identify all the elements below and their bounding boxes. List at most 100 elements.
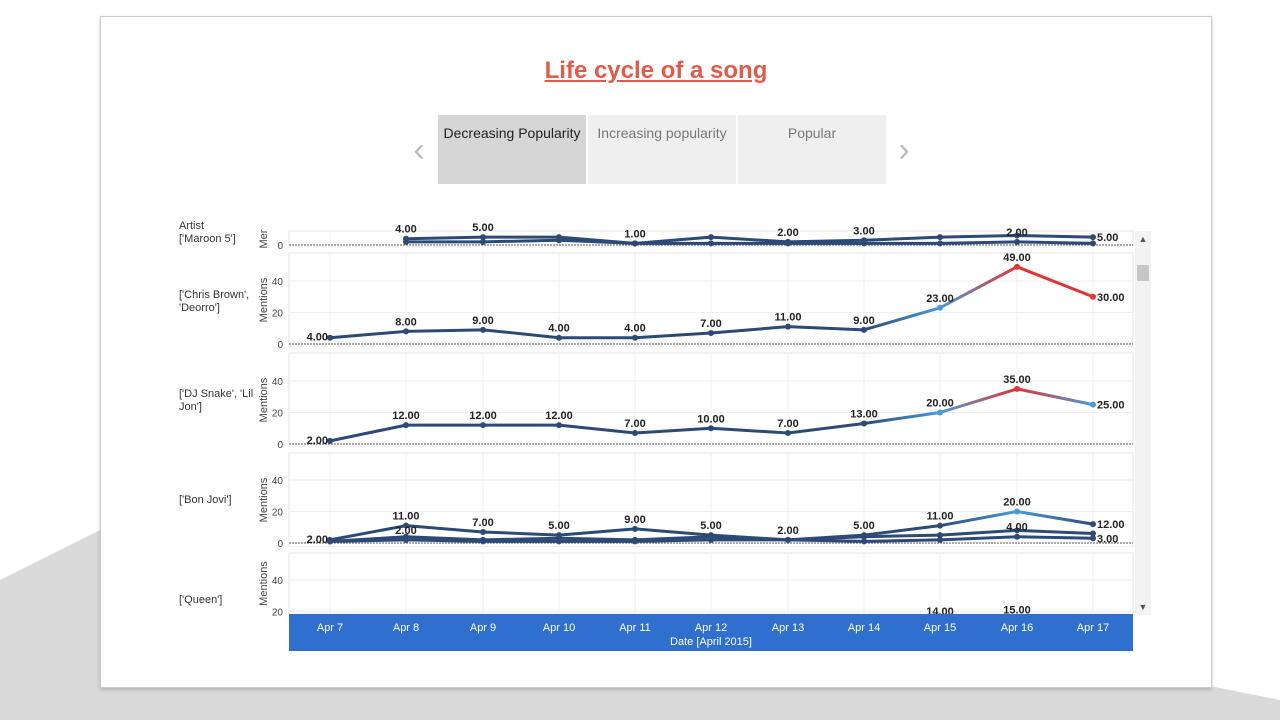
data-label: 2.00 [777, 525, 798, 537]
series-segment [1015, 535, 1095, 540]
series-segment [862, 306, 942, 332]
data-label: 12.00 [469, 410, 497, 422]
chevron-left-icon[interactable]: ‹ [413, 131, 425, 169]
panel-2: 2.00 12.00 12.00 12.00 7.00 10.00 7.00 13.00 20.… [288, 352, 1134, 447]
data-label: 35.00 [1003, 374, 1031, 386]
data-point[interactable] [1090, 234, 1096, 241]
data-label: 4.00 [624, 323, 645, 335]
data-point[interactable] [1090, 293, 1096, 300]
data-label: 11.00 [775, 312, 802, 324]
series-segment [404, 235, 485, 241]
series-segment [633, 331, 713, 340]
data-label: 11.00 [393, 511, 420, 523]
series-segment [481, 536, 561, 542]
panel-label-dj-snake: ['DJ Snake', 'Lil Jon'] [179, 388, 254, 413]
story-tabs: Decreasing Popularity Increasing popular… [438, 115, 888, 184]
data-label: 23.00 [926, 293, 954, 305]
scroll-thumb[interactable] [1137, 265, 1149, 281]
series-segment [938, 234, 1019, 239]
data-point[interactable] [1090, 530, 1096, 537]
series-segment [1015, 234, 1095, 239]
panel-1: 4.00 8.00 9.00 4.00 4.00 7.00 11.00 9.00 23.00 49… [288, 252, 1134, 347]
data-point[interactable] [1090, 521, 1096, 528]
series-segment [481, 238, 561, 244]
chevron-right-icon[interactable]: › [898, 131, 910, 169]
data-label: 20.00 [926, 398, 954, 410]
series-segment [938, 528, 1019, 537]
data-point[interactable] [1090, 535, 1096, 542]
x-tick-label: Apr 10 [542, 622, 576, 634]
caret-down-icon[interactable]: ▼ [1138, 602, 1148, 612]
data-label: 7.00 [472, 517, 493, 529]
data-label: 5.00 [472, 222, 493, 234]
data-label: 7.00 [700, 318, 721, 330]
series-segment [328, 329, 408, 340]
series-segment [786, 325, 866, 332]
y-tick-label: 0 [277, 340, 283, 351]
y-tick-label: 40 [272, 277, 284, 288]
data-label: 5.00 [548, 520, 569, 532]
series-segment [786, 538, 866, 543]
data-label: 7.00 [777, 418, 798, 430]
y-tick-label: 0 [277, 539, 283, 550]
series-segment [938, 240, 1019, 245]
y-tick-label: 20 [272, 309, 284, 320]
x-tick-label: Apr 12 [694, 622, 728, 634]
data-label: 7.00 [624, 418, 645, 430]
artist-column-header: Artist [179, 220, 205, 232]
series-segment [938, 387, 1019, 414]
series-segment [862, 524, 942, 537]
data-label: 12.00 [392, 410, 420, 422]
series-segment [862, 533, 942, 539]
x-tick-label: Apr 9 [469, 622, 497, 634]
x-tick-label: Apr 8 [392, 622, 420, 634]
data-label: 2.00 [1006, 227, 1027, 239]
panel-0: 4.00 5.00 1.00 2.00 3.00 5.00 2.00 [288, 222, 1134, 247]
x-axis-bar: Date [April 2015] Apr 7 Apr 8 Apr 9 Apr 10 A… [289, 614, 1133, 651]
y-axis-label: Mentions [258, 377, 270, 422]
y-axis-label: Mentions [258, 561, 270, 606]
tab-popular[interactable]: Popular [738, 115, 886, 184]
data-label: 15.00 [1003, 604, 1031, 616]
series-segment [328, 524, 408, 542]
y-tick-label: 0 [277, 440, 283, 451]
data-label: 30.00 [1097, 292, 1125, 304]
data-label: 2.00 [395, 525, 416, 537]
data-label: 14.00 [926, 606, 954, 617]
data-label: 3.00 [853, 225, 874, 237]
data-label: 10.00 [697, 413, 725, 425]
series-segment [481, 530, 561, 537]
tab-decreasing-popularity[interactable]: Decreasing Popularity [438, 115, 586, 184]
data-label: 11.00 [927, 511, 954, 523]
x-tick-label: Apr 14 [847, 622, 881, 634]
y-axis-label: Mentions [258, 277, 270, 322]
series-segment [938, 535, 1019, 542]
vertical-scrollbar[interactable]: ▲ ▼ [1135, 231, 1151, 615]
data-label: 4.00 [307, 332, 328, 344]
series-segment [633, 426, 713, 435]
series-segment [404, 524, 485, 534]
series-segment [1015, 387, 1095, 407]
tab-increasing-popularity[interactable]: Increasing popularity [588, 115, 736, 184]
series-segment [709, 325, 790, 335]
data-label: 5.00 [700, 520, 721, 532]
data-label: 12.00 [545, 410, 573, 422]
series-segment [786, 422, 866, 435]
panel-label-bon-jovi: ['Bon Jovi'] [179, 494, 232, 506]
series-segment [633, 535, 713, 542]
data-label: 2.00 [307, 435, 328, 447]
x-tick-label: Apr 17 [1076, 622, 1110, 634]
series-segment [1015, 265, 1095, 299]
data-label: 12.00 [1097, 519, 1125, 531]
panel-label-maroon5: ['Maroon 5'] [179, 233, 236, 245]
y-tick-label: 20 [272, 508, 284, 519]
series-segment [862, 538, 942, 543]
caret-up-icon[interactable]: ▲ [1138, 234, 1148, 244]
y-tick-label: 0 [277, 241, 283, 252]
series-segment [328, 423, 408, 443]
series-segment [557, 536, 637, 542]
data-point[interactable] [1090, 401, 1096, 408]
data-point[interactable] [1090, 240, 1096, 247]
data-label: 3.00 [1097, 533, 1118, 545]
